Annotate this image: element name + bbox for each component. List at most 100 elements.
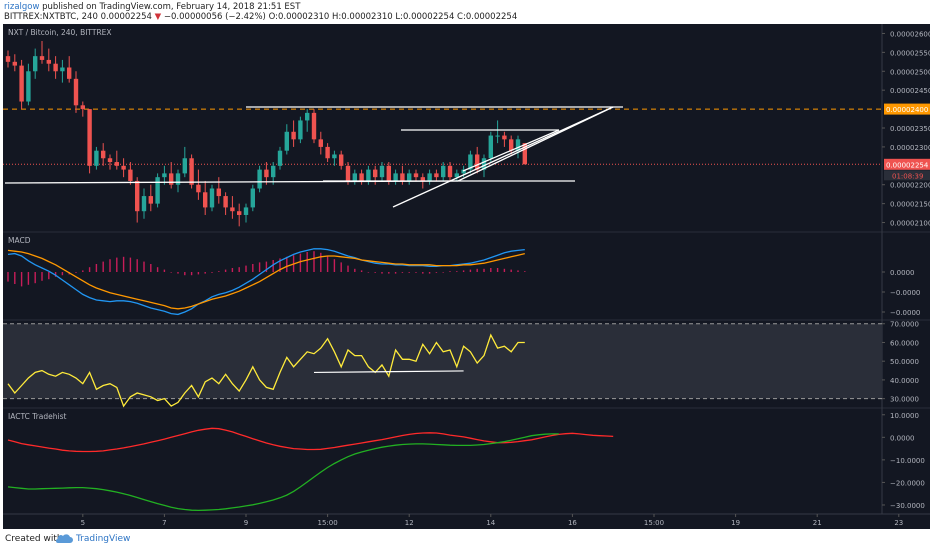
candle [277, 150, 283, 166]
candle [189, 158, 194, 185]
candle [284, 131, 289, 151]
macd-histogram-bar [306, 252, 308, 272]
macd-histogram-bar [88, 267, 91, 272]
macd-histogram-bar [299, 253, 302, 272]
time-axis-label: 12 [405, 519, 414, 527]
candle [257, 169, 262, 189]
macd-histogram-bar [449, 271, 451, 272]
candle [373, 169, 378, 178]
price-label-text: 0.00002400 [886, 106, 928, 114]
macd-histogram-bar [75, 272, 77, 273]
macd-histogram-bar [347, 265, 349, 272]
candle [298, 120, 303, 140]
macd-histogram-bar [476, 268, 478, 272]
price-axis-label: −0.0000 [890, 289, 920, 297]
time-axis-label: 19 [731, 519, 740, 527]
macd-histogram-bar [320, 252, 322, 272]
macd-histogram-bar [286, 256, 288, 272]
macd-histogram-bar [7, 272, 9, 282]
panel-title: IACTC Tradehist [8, 412, 66, 421]
time-axis-label: 14 [486, 519, 495, 527]
candle [141, 196, 147, 212]
candle [461, 169, 466, 174]
publish-line: rizalgow published on TradingView.com, F… [4, 2, 300, 12]
tradehist-panel: IACTC Tradehist 10.0000 0.0000 −10.0000 −20.… [3, 408, 930, 515]
symbol-label: BITTREX:NXTBTC, 240 [4, 12, 98, 22]
rsi-band-fill [3, 323, 882, 399]
candle [427, 173, 432, 181]
candle [454, 173, 459, 178]
price-change: −0.00000056 (−2.42%) [163, 12, 266, 22]
price-axis-label: 0.0000 [890, 269, 915, 277]
macd-histogram-bar [238, 267, 240, 272]
candle [400, 173, 405, 181]
tradingview-brand[interactable]: TradingView [76, 534, 131, 544]
macd-histogram-bar [82, 270, 84, 272]
panel-title: MACD [8, 236, 31, 245]
price-axis-label: 0.00002500 [890, 68, 930, 76]
macd-histogram-bar [524, 271, 526, 272]
price-label-text: 0.00002254 [886, 161, 929, 169]
candle [291, 131, 296, 140]
candle [230, 207, 235, 212]
macd-histogram-bar [408, 272, 410, 273]
price-axis-label: 0.0000 [890, 434, 915, 442]
candle [468, 154, 473, 170]
candle [311, 112, 317, 140]
author-link[interactable]: rizalgow [4, 2, 40, 12]
last-price: 0.00002254 [100, 12, 152, 22]
candle [515, 139, 521, 151]
price-axis-label: 0.00002150 [890, 201, 930, 209]
countdown-box [884, 170, 930, 181]
macd-histogram-bar [435, 272, 438, 273]
price-axis-label: 0.00002600 [890, 30, 930, 38]
macd-histogram-bar [510, 269, 512, 272]
candle [80, 105, 85, 110]
candle [495, 135, 500, 137]
candle [216, 188, 221, 197]
candle [366, 169, 371, 181]
candle [325, 146, 330, 159]
macd-histogram-bar [218, 271, 220, 272]
macd-histogram-bar [490, 268, 492, 272]
candle [46, 59, 51, 64]
price-axis-label: −30.0000 [890, 502, 925, 510]
candle [386, 165, 391, 181]
price-axis-label: 70.0000 [890, 321, 919, 329]
candle [203, 192, 208, 208]
trend-line [457, 106, 614, 182]
time-axis-label: 9 [244, 519, 248, 527]
price-axis-label: 0.00002550 [890, 49, 930, 57]
macd-histogram-bar [333, 259, 336, 272]
candle [67, 67, 72, 79]
macd-histogram-bar [265, 261, 268, 272]
candle [339, 154, 344, 166]
candle [39, 56, 45, 60]
macd-histogram-bar [129, 257, 132, 272]
price-axis-label: 40.0000 [890, 377, 919, 385]
macd-histogram-bar [442, 272, 444, 273]
macd-histogram-bar [156, 267, 159, 272]
price-axis-label: −10.0000 [890, 457, 925, 465]
time-axis-bg [3, 514, 930, 529]
candle [420, 177, 425, 181]
candle [237, 211, 242, 215]
candle [148, 196, 153, 204]
chart-svg[interactable]: NXT / Bitcoin, 240, BITTREX 0.00002600 0.0… [0, 24, 932, 529]
price-axis-label: 50.0000 [890, 358, 919, 366]
macd-histogram-bar [177, 272, 179, 274]
time-axis-label: 5 [81, 519, 85, 527]
macd-histogram-bar [14, 272, 16, 284]
candle [60, 67, 65, 72]
candle [19, 65, 24, 102]
candle [162, 173, 167, 178]
macd-histogram-bar [224, 269, 227, 272]
chart-area[interactable]: NXT / Bitcoin, 240, BITTREX 0.00002600 0.0… [0, 24, 932, 529]
candle [87, 109, 92, 166]
candle [264, 169, 269, 178]
time-axis-label: 23 [894, 519, 903, 527]
time-axis-label: 21 [813, 519, 822, 527]
candle [53, 63, 58, 72]
